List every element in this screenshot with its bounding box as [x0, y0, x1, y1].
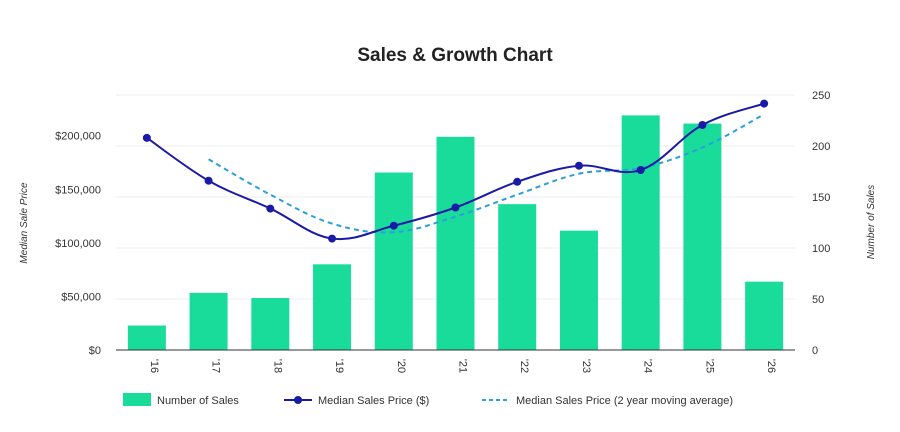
- legend-swatch-number-of-sales: [123, 393, 151, 406]
- bar-number-of-sales: [127, 325, 166, 350]
- legend-marker-median-sales-price: [294, 396, 302, 404]
- x-tick-label: '18: [271, 359, 283, 373]
- point-median-sales-price: [636, 166, 645, 174]
- legend-label-moving-average: Median Sales Price (2 year moving averag…: [516, 395, 733, 407]
- x-tick-label: '26: [765, 359, 777, 373]
- point-median-sales-price: [266, 204, 275, 213]
- y-right-tick-label: 150: [812, 192, 830, 204]
- x-tick-label: '21: [457, 359, 469, 373]
- point-median-sales-price: [760, 99, 769, 108]
- legend-label-median-sales-price: Median Sales Price ($): [318, 395, 429, 407]
- point-median-sales-price: [204, 176, 213, 185]
- axes: $0 $50,000 $100,000 $150,000 $200,000 0 50 100 1…: [55, 90, 830, 373]
- bar-number-of-sales: [683, 123, 722, 350]
- y-right-tick-label: 50: [812, 294, 824, 306]
- y-left-tick-label: $200,000: [55, 131, 101, 143]
- y-right-tick-label: 100: [812, 243, 830, 255]
- y-right-axis-title: Number of Sales: [866, 185, 877, 259]
- bar-number-of-sales: [621, 115, 660, 351]
- x-tick-label: '16: [148, 359, 160, 373]
- y-right-tick-label: 200: [812, 141, 830, 153]
- y-left-axis-title: Median Sale Price: [19, 182, 30, 264]
- x-tick-label: '20: [395, 359, 407, 373]
- bar-number-of-sales: [559, 230, 598, 350]
- bar-number-of-sales: [436, 136, 475, 350]
- x-tick-label: '25: [703, 359, 715, 373]
- y-right-tick-label: 0: [812, 345, 818, 357]
- bar-number-of-sales: [745, 281, 784, 350]
- lines: [142, 99, 769, 243]
- point-median-sales-price: [513, 177, 522, 186]
- bar-number-of-sales: [189, 292, 228, 350]
- legend-label-number-of-sales: Number of Sales: [157, 395, 239, 407]
- legend: Number of Sales Median Sales Price ($) Med…: [123, 393, 733, 407]
- x-tick-label: '17: [210, 359, 222, 373]
- chart-title: Sales & Growth Chart: [357, 45, 553, 66]
- y-right-tick-label: 250: [812, 90, 830, 102]
- bars: [127, 115, 784, 351]
- point-median-sales-price: [389, 221, 398, 230]
- point-median-sales-price: [574, 161, 583, 170]
- bar-number-of-sales: [313, 264, 352, 350]
- bar-number-of-sales: [498, 204, 537, 350]
- point-median-sales-price: [451, 203, 460, 212]
- bar-number-of-sales: [374, 172, 413, 350]
- y-left-tick-label: $0: [89, 345, 101, 357]
- y-left-tick-label: $100,000: [55, 238, 101, 250]
- bar-number-of-sales: [251, 297, 290, 350]
- line-median-price-moving-average: [208, 113, 765, 234]
- x-tick-label: '24: [642, 359, 654, 373]
- point-median-sales-price: [142, 133, 151, 142]
- point-median-sales-price: [328, 234, 337, 243]
- x-tick-label: '19: [333, 359, 345, 373]
- x-tick-label: '23: [580, 359, 592, 373]
- x-tick-label: '22: [518, 359, 530, 373]
- y-left-tick-label: $150,000: [55, 184, 101, 196]
- point-median-sales-price: [698, 121, 707, 129]
- y-left-tick-label: $50,000: [61, 291, 101, 303]
